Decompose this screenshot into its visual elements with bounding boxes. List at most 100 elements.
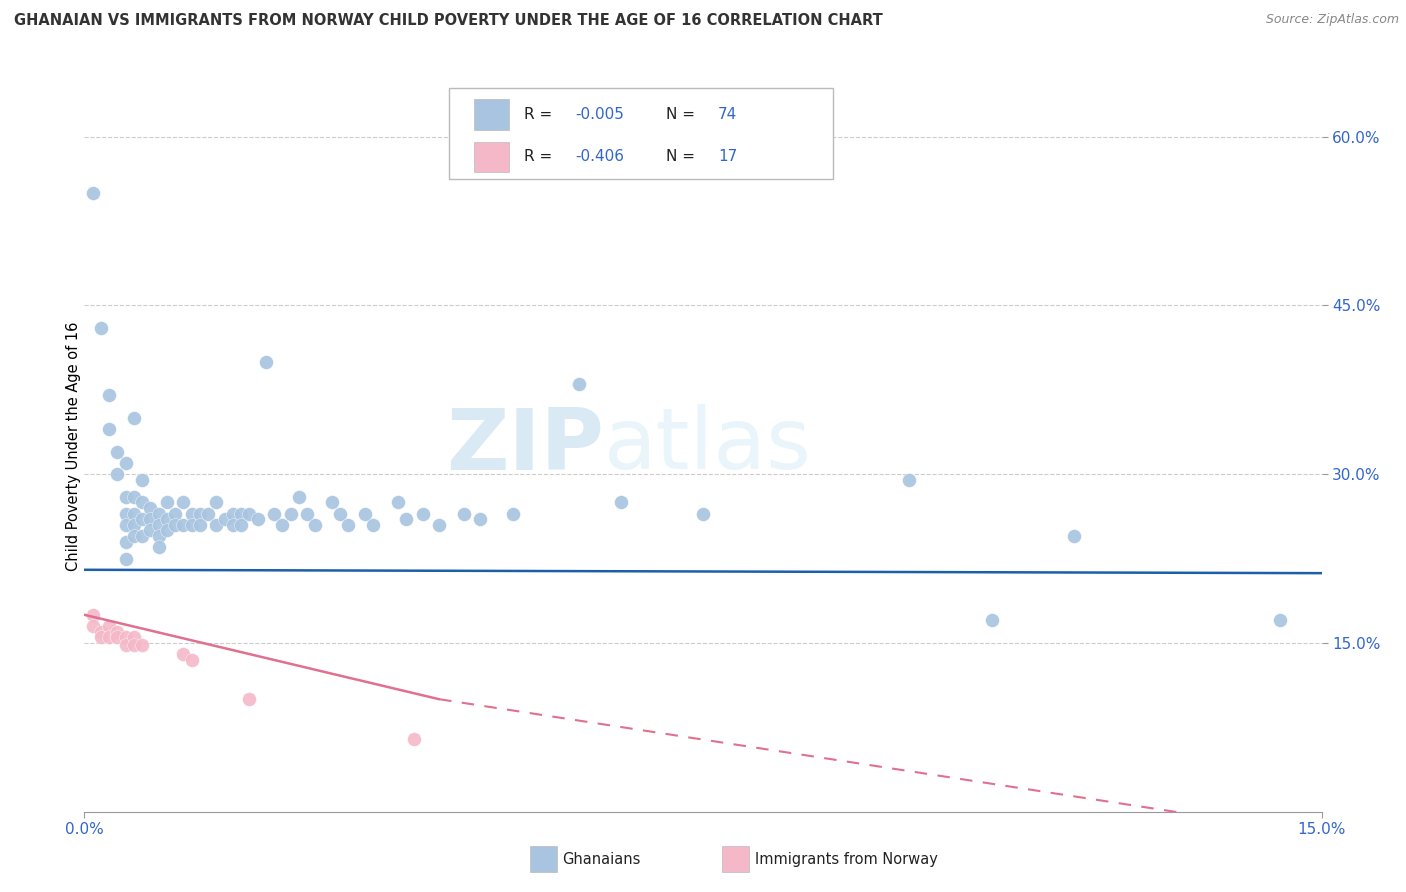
Text: 74: 74 <box>718 107 737 122</box>
Point <box>222 517 245 532</box>
Point <box>172 495 194 509</box>
Point <box>122 517 145 532</box>
Point <box>122 490 145 504</box>
Point <box>165 507 187 521</box>
Point <box>229 517 252 532</box>
Point <box>148 507 170 521</box>
Point <box>114 630 136 644</box>
Text: -0.005: -0.005 <box>575 107 624 122</box>
Text: R =: R = <box>523 149 557 164</box>
Point <box>395 512 418 526</box>
Point <box>321 495 343 509</box>
Point <box>114 534 136 549</box>
Point <box>139 512 162 526</box>
Text: Immigrants from Norway: Immigrants from Norway <box>755 852 938 867</box>
Point <box>165 517 187 532</box>
Point <box>82 607 104 622</box>
Point <box>172 647 194 661</box>
Point <box>692 507 714 521</box>
Point <box>139 524 162 538</box>
Point <box>114 490 136 504</box>
Point <box>114 456 136 470</box>
Point <box>105 467 128 482</box>
Point <box>131 529 153 543</box>
Point <box>98 619 121 633</box>
Point <box>387 495 409 509</box>
Point <box>404 731 426 746</box>
Point <box>131 473 153 487</box>
Point <box>427 517 450 532</box>
Point <box>114 507 136 521</box>
Text: N =: N = <box>666 107 700 122</box>
Point <box>238 507 260 521</box>
Bar <box>474 99 509 130</box>
Point <box>156 524 179 538</box>
Bar <box>474 142 509 172</box>
Point <box>229 507 252 521</box>
Point <box>98 388 121 402</box>
Point <box>131 512 153 526</box>
Point <box>180 517 202 532</box>
Point <box>122 410 145 425</box>
Point <box>180 507 202 521</box>
Point <box>246 512 269 526</box>
Point <box>502 507 524 521</box>
Point <box>98 422 121 436</box>
Bar <box>530 847 557 872</box>
Point <box>156 495 179 509</box>
Point <box>148 529 170 543</box>
Point <box>90 624 112 639</box>
Point <box>82 186 104 200</box>
Point <box>105 630 128 644</box>
Text: GHANAIAN VS IMMIGRANTS FROM NORWAY CHILD POVERTY UNDER THE AGE OF 16 CORRELATION: GHANAIAN VS IMMIGRANTS FROM NORWAY CHILD… <box>14 13 883 29</box>
Point <box>156 512 179 526</box>
Point <box>205 517 228 532</box>
FancyBboxPatch shape <box>450 87 832 179</box>
Point <box>105 444 128 458</box>
Point <box>131 638 153 652</box>
Point <box>1063 529 1085 543</box>
Point <box>288 490 311 504</box>
Text: N =: N = <box>666 149 700 164</box>
Point <box>114 551 136 566</box>
Point <box>329 507 352 521</box>
Text: ZIP: ZIP <box>446 404 605 488</box>
Text: R =: R = <box>523 107 557 122</box>
Point <box>361 517 384 532</box>
Point <box>263 507 285 521</box>
Point <box>304 517 326 532</box>
Point <box>90 630 112 644</box>
Point <box>238 692 260 706</box>
Point <box>222 507 245 521</box>
Point <box>148 541 170 555</box>
Point <box>188 507 211 521</box>
Point <box>254 354 277 368</box>
Point <box>122 638 145 652</box>
Point <box>105 624 128 639</box>
Point <box>122 630 145 644</box>
Point <box>172 517 194 532</box>
Bar <box>721 847 749 872</box>
Text: atlas: atlas <box>605 404 813 488</box>
Point <box>337 517 360 532</box>
Point <box>114 517 136 532</box>
Point <box>139 500 162 515</box>
Point <box>980 614 1002 628</box>
Point <box>453 507 475 521</box>
Point <box>214 512 236 526</box>
Point <box>609 495 631 509</box>
Point <box>470 512 492 526</box>
Point <box>568 377 591 392</box>
Point <box>114 638 136 652</box>
Point <box>188 517 211 532</box>
Point <box>295 507 318 521</box>
Point <box>353 507 375 521</box>
Point <box>98 630 121 644</box>
Point <box>122 507 145 521</box>
Point <box>180 653 202 667</box>
Y-axis label: Child Poverty Under the Age of 16: Child Poverty Under the Age of 16 <box>66 321 80 571</box>
Text: Ghanaians: Ghanaians <box>562 852 640 867</box>
Point <box>280 507 302 521</box>
Point <box>197 507 219 521</box>
Point <box>131 495 153 509</box>
